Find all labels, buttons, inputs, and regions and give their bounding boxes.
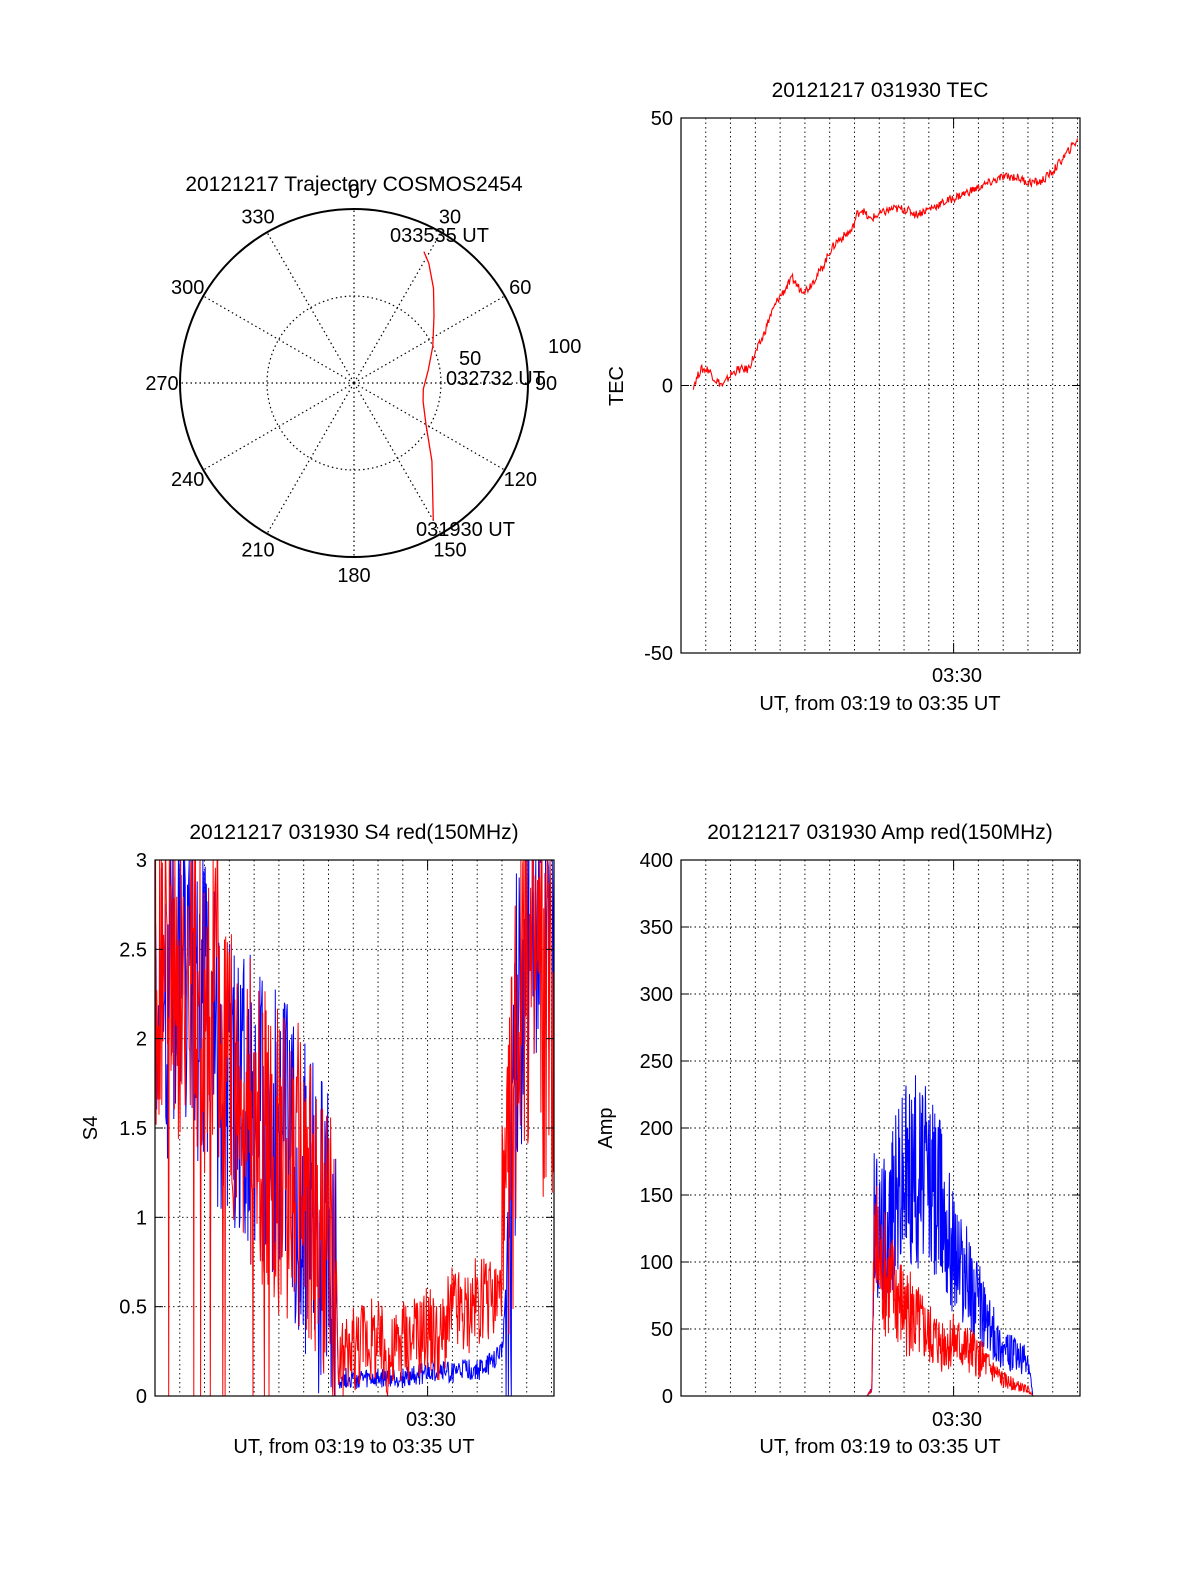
polar-azimuth-label-60: 60 bbox=[509, 277, 531, 299]
s4-ytick-label-4: 2 bbox=[136, 1029, 147, 1051]
tec-series-group bbox=[692, 138, 1079, 390]
polar-azimuth-labels: 0 30 60 90 120 150 180 210 240 270 300 330 bbox=[145, 181, 557, 587]
tec-xlabel: UT, from 03:19 to 03:35 UT bbox=[759, 693, 1000, 715]
s4-series-red bbox=[154, 859, 555, 1397]
polar-azimuth-label-330: 330 bbox=[241, 207, 274, 229]
polar-azimuth-label-0: 0 bbox=[348, 181, 359, 203]
amp-axis-ticks: 0 50 100 150 200 250 300 350 400 bbox=[640, 850, 1080, 1408]
amp-ytick-label-3: 150 bbox=[640, 1185, 673, 1207]
polar-spoke-30 bbox=[353, 232, 442, 384]
polar-title: 20121217 Trajectory COSMOS2454 bbox=[185, 173, 523, 196]
polar-spoke-300 bbox=[203, 295, 355, 384]
s4-axis-ticks: 0 0.5 1 1.5 2 2.5 3 bbox=[119, 850, 554, 1408]
polar-grid bbox=[180, 209, 528, 557]
tec-ytick-label-2: 50 bbox=[651, 108, 673, 130]
amp-ytick-label-7: 350 bbox=[640, 917, 673, 939]
polar-azimuth-label-210: 210 bbox=[241, 539, 274, 561]
polar-trajectory-line bbox=[422, 251, 435, 521]
amp-ytick-label-2: 100 bbox=[640, 1252, 673, 1274]
polar-azimuth-label-120: 120 bbox=[504, 469, 537, 491]
polar-spoke-150 bbox=[353, 382, 442, 534]
amp-chart-panel: 20121217 031930 Amp red(150MHz) 0 50 100 15… bbox=[595, 821, 1081, 1458]
s4-xtick-label: 03:30 bbox=[406, 1409, 456, 1431]
polar-spoke-120 bbox=[353, 382, 505, 471]
tec-title: 20121217 031930 TEC bbox=[772, 79, 989, 102]
tec-chart-panel: 20121217 031930 TEC -50 0 50 03:30 UT, fro… bbox=[606, 79, 1081, 715]
tec-axis-ticks: -50 0 50 bbox=[644, 108, 1080, 665]
polar-spoke-240 bbox=[203, 382, 355, 471]
tec-ytick-label-0: -50 bbox=[644, 643, 673, 665]
s4-ylabel: S4 bbox=[80, 1116, 102, 1140]
polar-azimuth-label-180: 180 bbox=[337, 565, 370, 587]
tec-ylabel: TEC bbox=[606, 366, 628, 406]
polar-spoke-210 bbox=[266, 382, 355, 534]
polar-end-label: 033535 UT bbox=[390, 225, 489, 247]
polar-azimuth-label-240: 240 bbox=[171, 469, 204, 491]
amp-grid bbox=[681, 860, 1080, 1396]
s4-ytick-label-1: 0.5 bbox=[119, 1297, 147, 1319]
s4-series-group bbox=[154, 859, 555, 1397]
polar-elev-label-100: 100 bbox=[548, 336, 581, 358]
polar-mid-label: 032732 UT bbox=[446, 368, 545, 390]
tec-grid bbox=[681, 118, 1080, 653]
polar-start-label: 031930 UT bbox=[416, 519, 515, 541]
amp-xlabel: UT, from 03:19 to 03:35 UT bbox=[759, 1436, 1000, 1458]
s4-ytick-label-2: 1 bbox=[136, 1207, 147, 1229]
amp-xtick-label: 03:30 bbox=[932, 1409, 982, 1431]
tec-ytick-label-1: 0 bbox=[662, 376, 673, 398]
s4-chart-panel: 20121217 031930 S4 red(150MHz) 0 0.5 1 1.5 2… bbox=[80, 821, 555, 1458]
s4-ytick-label-6: 3 bbox=[136, 850, 147, 872]
polar-spoke-60 bbox=[353, 295, 505, 384]
polar-trajectory-panel: 20121217 Trajectory COSMOS2454 0 30 60 90 12… bbox=[145, 173, 581, 587]
amp-ytick-label-1: 50 bbox=[651, 1319, 673, 1341]
amp-series-blue bbox=[693, 1075, 1080, 1397]
amp-ytick-label-0: 0 bbox=[662, 1386, 673, 1408]
amp-ylabel: Amp bbox=[595, 1107, 617, 1148]
polar-spoke-330 bbox=[266, 232, 355, 384]
s4-ytick-label-3: 1.5 bbox=[119, 1118, 147, 1140]
s4-ytick-label-5: 2.5 bbox=[119, 939, 147, 961]
tec-series-red bbox=[692, 138, 1079, 390]
amp-ytick-label-8: 400 bbox=[640, 850, 673, 872]
polar-outer-ring bbox=[179, 208, 529, 558]
amp-ytick-label-5: 250 bbox=[640, 1051, 673, 1073]
polar-elev-label-50: 50 bbox=[459, 348, 481, 370]
polar-azimuth-label-90: 90 bbox=[535, 373, 557, 395]
amp-ytick-label-6: 300 bbox=[640, 984, 673, 1006]
s4-xlabel: UT, from 03:19 to 03:35 UT bbox=[233, 1436, 474, 1458]
amp-title: 20121217 031930 Amp red(150MHz) bbox=[707, 821, 1053, 844]
amp-series-group bbox=[693, 1075, 1080, 1397]
s4-ytick-label-0: 0 bbox=[136, 1386, 147, 1408]
polar-azimuth-label-270: 270 bbox=[145, 373, 178, 395]
s4-title: 20121217 031930 S4 red(150MHz) bbox=[189, 821, 518, 844]
polar-azimuth-label-150: 150 bbox=[433, 539, 466, 561]
polar-azimuth-label-300: 300 bbox=[171, 277, 204, 299]
tec-xtick-label: 03:30 bbox=[932, 665, 982, 687]
amp-ytick-label-4: 200 bbox=[640, 1118, 673, 1140]
polar-azimuth-label-30: 30 bbox=[439, 207, 461, 229]
